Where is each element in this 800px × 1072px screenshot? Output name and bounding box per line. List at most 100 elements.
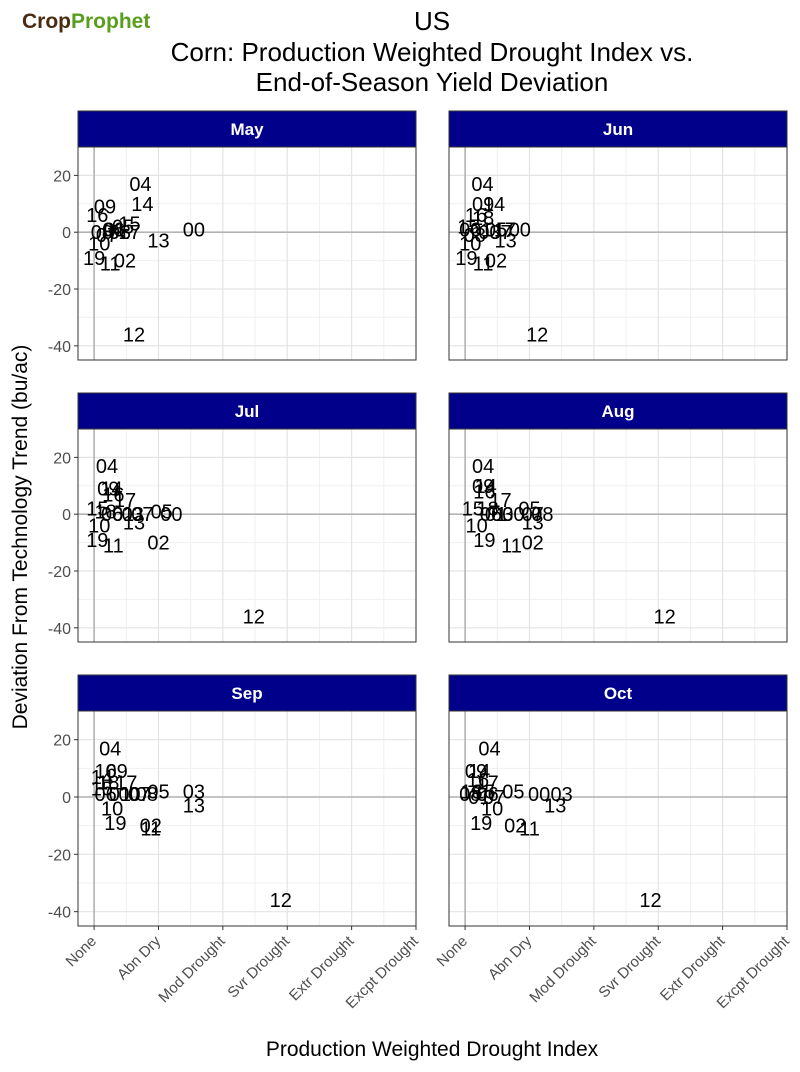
data-point-label: 16 [465, 205, 487, 227]
data-point-label: 06 [101, 504, 123, 526]
data-point-label: 11 [100, 253, 121, 275]
data-point-label: 19 [470, 813, 492, 835]
data-point-label: 02 [504, 816, 526, 838]
y-tick-label: 0 [62, 507, 71, 524]
y-tick-label: 20 [53, 450, 71, 467]
panel-label: Jul [235, 402, 260, 421]
data-point-label: 00 [528, 784, 550, 806]
data-point-label: 02 [485, 251, 507, 273]
data-point-label: 05 [147, 781, 169, 803]
data-point-label: 09 [97, 479, 119, 501]
data-point-label: 13 [495, 231, 517, 253]
data-point-label: 16 [95, 761, 117, 783]
panel-strip [448, 392, 788, 430]
y-tick-label: 20 [53, 733, 71, 750]
data-point-label: 15 [86, 499, 108, 521]
data-point-label: 13 [147, 231, 169, 253]
data-point-label: 16 [86, 205, 108, 227]
panel-label: May [230, 120, 264, 139]
data-point-label: 04 [96, 456, 118, 478]
x-tick-label: Mod Drought [526, 932, 600, 1006]
data-point-label: 07 [96, 225, 118, 247]
y-tick-label: 0 [62, 790, 71, 807]
data-point-label: 06 [102, 219, 124, 241]
data-point-label: 01 [470, 219, 492, 241]
data-point-label: 00 [509, 219, 531, 241]
panel-strip [448, 674, 788, 712]
data-point-label: 08 [531, 504, 553, 526]
data-point-label: 09 [94, 197, 116, 219]
data-point-label: 01 [112, 504, 134, 526]
data-point-label: 18 [460, 781, 482, 803]
panel-strip [448, 110, 788, 148]
data-point-label: 06 [459, 219, 481, 241]
data-point-label: 15 [473, 781, 495, 803]
data-point-label: 19 [86, 530, 108, 552]
data-point-label: 00 [160, 504, 182, 526]
data-point-label: 15 [457, 217, 479, 239]
data-point-label: 00 [118, 784, 140, 806]
data-point-label: 01 [468, 787, 490, 809]
y-axis-title: Deviation From Technology Trend (bu/ac) [9, 345, 32, 730]
x-tick-label: Svr Drought [224, 932, 293, 1001]
data-point-label: 04 [478, 738, 500, 760]
data-point-label: 07 [128, 784, 150, 806]
data-point-label: 08 [91, 222, 113, 244]
data-point-label: 09 [465, 761, 487, 783]
data-point-label: 11 [473, 253, 494, 275]
data-point-label: 18 [95, 501, 117, 523]
data-point-label: 07 [522, 504, 544, 526]
data-point-label: 15 [118, 214, 140, 236]
x-tick-label: Abn Dry [485, 932, 536, 983]
data-point-label: 10 [101, 798, 123, 820]
y-tick-label: -40 [48, 905, 71, 922]
data-point-label: 19 [473, 530, 495, 552]
data-point-label: 16 [467, 770, 489, 792]
x-tick-label: None [63, 933, 100, 970]
data-point-label: 15 [462, 499, 484, 521]
panel-label: Jun [603, 120, 633, 139]
y-tick-label: -40 [48, 339, 71, 356]
y-tick-label: -20 [48, 847, 71, 864]
data-point-label: 18 [477, 499, 499, 521]
data-point-label: 14 [131, 194, 153, 216]
y-tick-label: 0 [62, 225, 71, 242]
data-point-label: 13 [522, 513, 544, 535]
data-point-label: 02 [114, 251, 136, 273]
data-point-label: 12 [654, 606, 676, 628]
data-point-label: 18 [472, 208, 494, 230]
data-point-label: 12 [639, 890, 661, 912]
panel-strip [77, 674, 417, 712]
data-point-label: 11 [103, 535, 124, 557]
data-point-label: 00 [502, 504, 524, 526]
data-point-label: 03 [122, 504, 144, 526]
data-point-label: 10 [459, 234, 481, 256]
x-tick-label: Svr Drought [595, 932, 664, 1001]
panel-background [78, 147, 416, 360]
data-point-label: 11 [501, 535, 522, 557]
data-point-label: 03 [183, 781, 205, 803]
x-tick-label: Mod Drought [155, 932, 229, 1006]
data-point-label: 01 [109, 784, 131, 806]
data-point-label: 11 [140, 819, 161, 841]
data-point-label: 01 [104, 219, 126, 241]
panel-background [449, 147, 787, 360]
panel-background [78, 711, 416, 926]
data-point-label: 14 [468, 761, 490, 783]
chart-title-line-2: Corn: Production Weighted Drought Index … [170, 37, 694, 67]
data-point-label: 01 [485, 504, 507, 526]
data-point-label: 13 [183, 796, 205, 818]
y-tick-label: -20 [48, 282, 71, 299]
data-point-label: 05 [518, 499, 540, 521]
data-point-label: 12 [526, 324, 548, 346]
data-point-label: 03 [109, 222, 131, 244]
data-point-label: 08 [464, 225, 486, 247]
data-point-label: 05 [485, 219, 507, 241]
logo-prophet: Prophet [71, 10, 151, 33]
data-point-label: 10 [88, 234, 110, 256]
data-point-label: 06 [477, 784, 499, 806]
data-point-label: 07 [483, 787, 505, 809]
data-point-label: 17 [494, 219, 516, 241]
data-point-label: 19 [455, 248, 477, 270]
data-point-label: 07 [131, 504, 153, 526]
